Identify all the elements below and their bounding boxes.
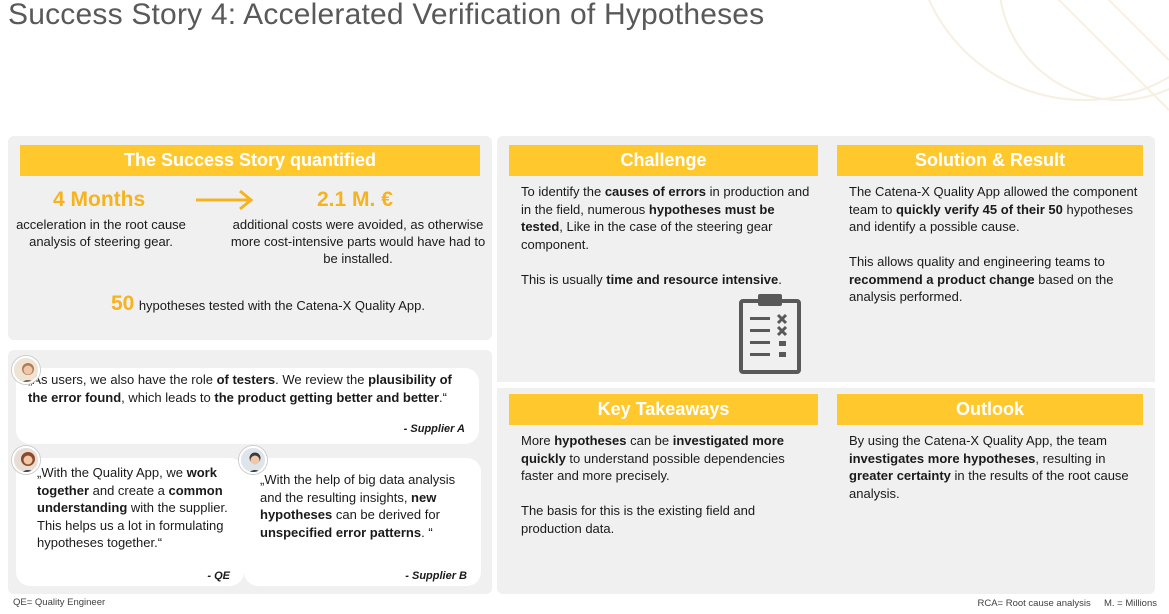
page-title: Success Story 4: Accelerated Verificatio…	[8, 0, 765, 31]
quantified-header: The Success Story quantified	[20, 145, 480, 176]
hypotheses-text: hypotheses tested with the Catena-X Qual…	[138, 298, 425, 313]
solution-header: Solution & Result	[837, 145, 1143, 176]
quote-text: „As users, we also have the role of test…	[28, 372, 452, 405]
outlook-header: Outlook	[837, 394, 1143, 425]
outlook-text: By using the Catena-X Quality App, the t…	[849, 433, 1129, 501]
takeaways-header: Key Takeaways	[509, 394, 818, 425]
takeaways-text: More hypotheses can be investigated more…	[521, 433, 785, 536]
metric-cost: 2.1 M. €	[317, 188, 393, 211]
avatar-supplier-b	[239, 446, 267, 474]
hypotheses-line: 50 hypotheses tested with the Catena-X Q…	[111, 292, 425, 316]
panel-divider	[497, 382, 1155, 388]
quote-text: „With the help of big data analysis and …	[260, 472, 456, 540]
challenge-text: To identify the causes of errors in prod…	[521, 184, 810, 287]
quote-text: „With the Quality App, we work together …	[37, 465, 228, 550]
avatar-supplier-a	[12, 356, 40, 384]
quantified-panel: The Success Story quantified 4 Months ac…	[8, 136, 492, 340]
decorative-arcs	[928, 0, 1169, 111]
quote-source: - Supplier A	[403, 423, 465, 435]
footnote-right: RCA= Root cause analysis M. = Millions	[977, 598, 1157, 609]
avatar-qe	[12, 446, 40, 474]
footnote-left: QE= Quality Engineer	[13, 597, 106, 608]
quote-card-supplier-b: „With the help of big data analysis and …	[244, 458, 481, 586]
metric-months-desc: acceleration in the root cause analysis …	[16, 217, 186, 249]
clipboard-checklist-icon	[739, 294, 801, 374]
solution-text: The Catena-X Quality App allowed the com…	[849, 184, 1138, 304]
metric-cost-desc: additional costs were avoided, as otherw…	[230, 217, 486, 266]
right-arrow-icon	[196, 189, 254, 211]
hypotheses-count: 50	[111, 292, 135, 315]
quote-source: - Supplier B	[405, 570, 467, 582]
challenge-header: Challenge	[509, 145, 818, 176]
quote-card-qe: „With the Quality App, we work together …	[16, 458, 244, 586]
quotes-panel: „As users, we also have the role of test…	[8, 350, 492, 594]
details-panel: Challenge To identify the causes of erro…	[497, 136, 1155, 594]
quote-card-supplier-a: „As users, we also have the role of test…	[16, 368, 479, 444]
metric-months: 4 Months	[53, 188, 146, 211]
quote-source: - QE	[207, 570, 230, 582]
